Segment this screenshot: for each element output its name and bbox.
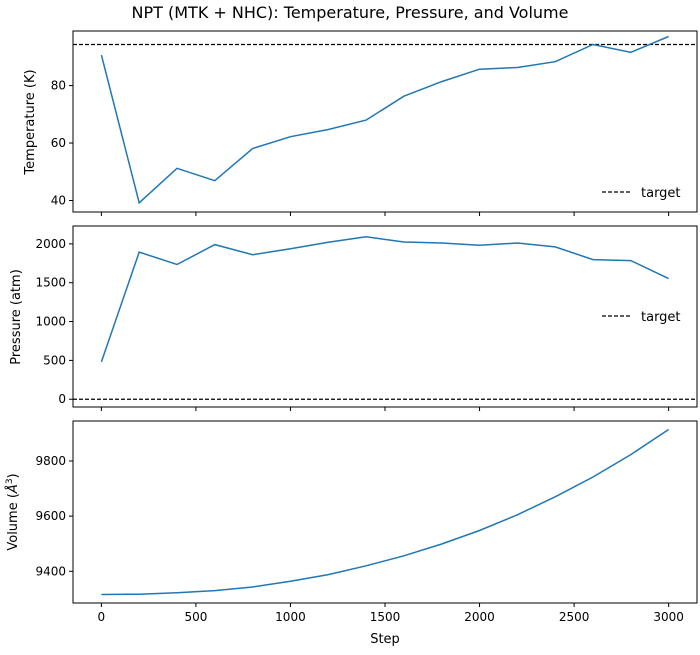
volume-ytick-label: 9600 xyxy=(35,509,66,523)
x-axis-label: Step xyxy=(370,632,400,647)
pressure-ytick-label: 2000 xyxy=(35,237,66,251)
xtick-label: 2500 xyxy=(559,610,590,624)
temperature-ylabel: Temperature (K) xyxy=(23,69,38,175)
volume-ylabel-exponent: 3 xyxy=(5,478,15,484)
xtick-label: 2000 xyxy=(464,610,495,624)
volume-ylabel: Volume (Å3) xyxy=(5,473,21,550)
temperature-ytick-label: 80 xyxy=(51,79,66,93)
temperature-ytick-label: 60 xyxy=(51,136,66,150)
volume-ylabel-base: Volume ( xyxy=(6,493,21,551)
temperature-legend-label: target xyxy=(641,186,681,201)
xtick-label: 1500 xyxy=(370,610,401,624)
xtick-label: 0 xyxy=(98,610,106,624)
xtick-label: 3000 xyxy=(653,610,684,624)
pressure-ytick-label: 500 xyxy=(43,353,66,367)
temperature-series-line xyxy=(100,35,669,205)
temperature-ytick-label: 40 xyxy=(51,194,66,208)
xtick-label: 1000 xyxy=(275,610,306,624)
pressure-legend-label: target xyxy=(641,310,681,325)
volume-ylabel-unit: Å xyxy=(5,484,21,494)
pressure-ytick-label: 1000 xyxy=(35,315,66,329)
pressure-ylabel: Pressure (atm) xyxy=(9,269,24,365)
pressure-ytick-label: 0 xyxy=(58,392,66,406)
pressure-ytick-label: 1500 xyxy=(35,276,66,290)
volume-series-line xyxy=(101,428,670,596)
volume-ytick-label: 9800 xyxy=(35,454,66,468)
volume-ylabel-close: ) xyxy=(6,473,21,478)
volume-ytick-label: 9400 xyxy=(35,564,66,578)
temperature-axes-frame xyxy=(72,30,698,213)
volume-axes-frame xyxy=(72,420,698,604)
chart-title: NPT (MTK + NHC): Temperature, Pressure, … xyxy=(132,3,569,22)
xtick-label: 500 xyxy=(184,610,207,624)
pressure-series-line xyxy=(100,236,669,363)
